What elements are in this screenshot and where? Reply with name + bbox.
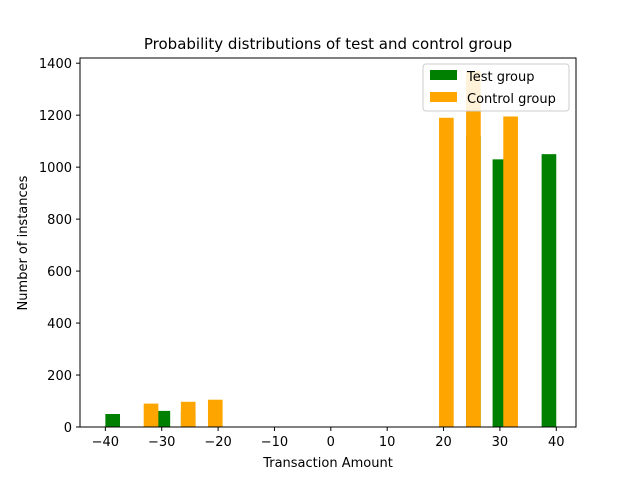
y-axis-ticks: 0 200 400 600 800 1000 1200 1400	[39, 57, 80, 436]
bar-control-4	[466, 70, 481, 428]
bar-test-0	[105, 414, 121, 427]
legend-swatch-control-group	[430, 92, 457, 102]
x-axis-title: Transaction Amount	[262, 456, 393, 471]
x-tick-label: 10	[379, 435, 396, 450]
x-tick-label: 20	[435, 435, 452, 450]
y-tick-label: 1200	[39, 109, 72, 124]
legend-box	[422, 63, 570, 112]
legend-label-control-group: Control group	[467, 92, 556, 107]
x-axis-ticks: −40 −30 −20 −10 0 10 20 30 40	[92, 427, 565, 450]
y-tick-label: 1000	[39, 161, 72, 176]
bar-control-5	[503, 116, 518, 427]
y-tick-label: 800	[47, 213, 72, 228]
y-tick-label: 1400	[39, 57, 72, 72]
y-tick-label: 600	[47, 265, 72, 280]
y-tick-label: 0	[64, 421, 72, 436]
bar-test-5	[541, 154, 557, 427]
y-tick-label: 400	[47, 317, 72, 332]
y-tick-label: 200	[47, 369, 72, 384]
bar-control-1	[180, 401, 196, 427]
x-tick-label: 30	[492, 435, 509, 450]
x-tick-label: 0	[327, 435, 335, 450]
bar-test-1	[155, 410, 171, 427]
x-tick-label: −30	[148, 435, 175, 450]
x-tick-label: −10	[261, 435, 288, 450]
plot-frame	[79, 57, 577, 428]
y-axis-title: Number of instances	[16, 175, 31, 310]
bars-layer	[105, 70, 557, 428]
bar-control-2	[207, 399, 223, 427]
legend: Test group Control group	[422, 63, 570, 112]
bar-control-3	[439, 117, 454, 428]
legend-swatch-test-group	[430, 70, 457, 80]
x-tick-label: −20	[204, 435, 231, 450]
x-tick-label: 40	[548, 435, 565, 450]
chart-title: Probability distributions of test and co…	[144, 35, 512, 53]
legend-label-test-group: Test group	[466, 70, 535, 85]
bar-control-0	[143, 403, 159, 427]
x-tick-label: −40	[92, 435, 119, 450]
